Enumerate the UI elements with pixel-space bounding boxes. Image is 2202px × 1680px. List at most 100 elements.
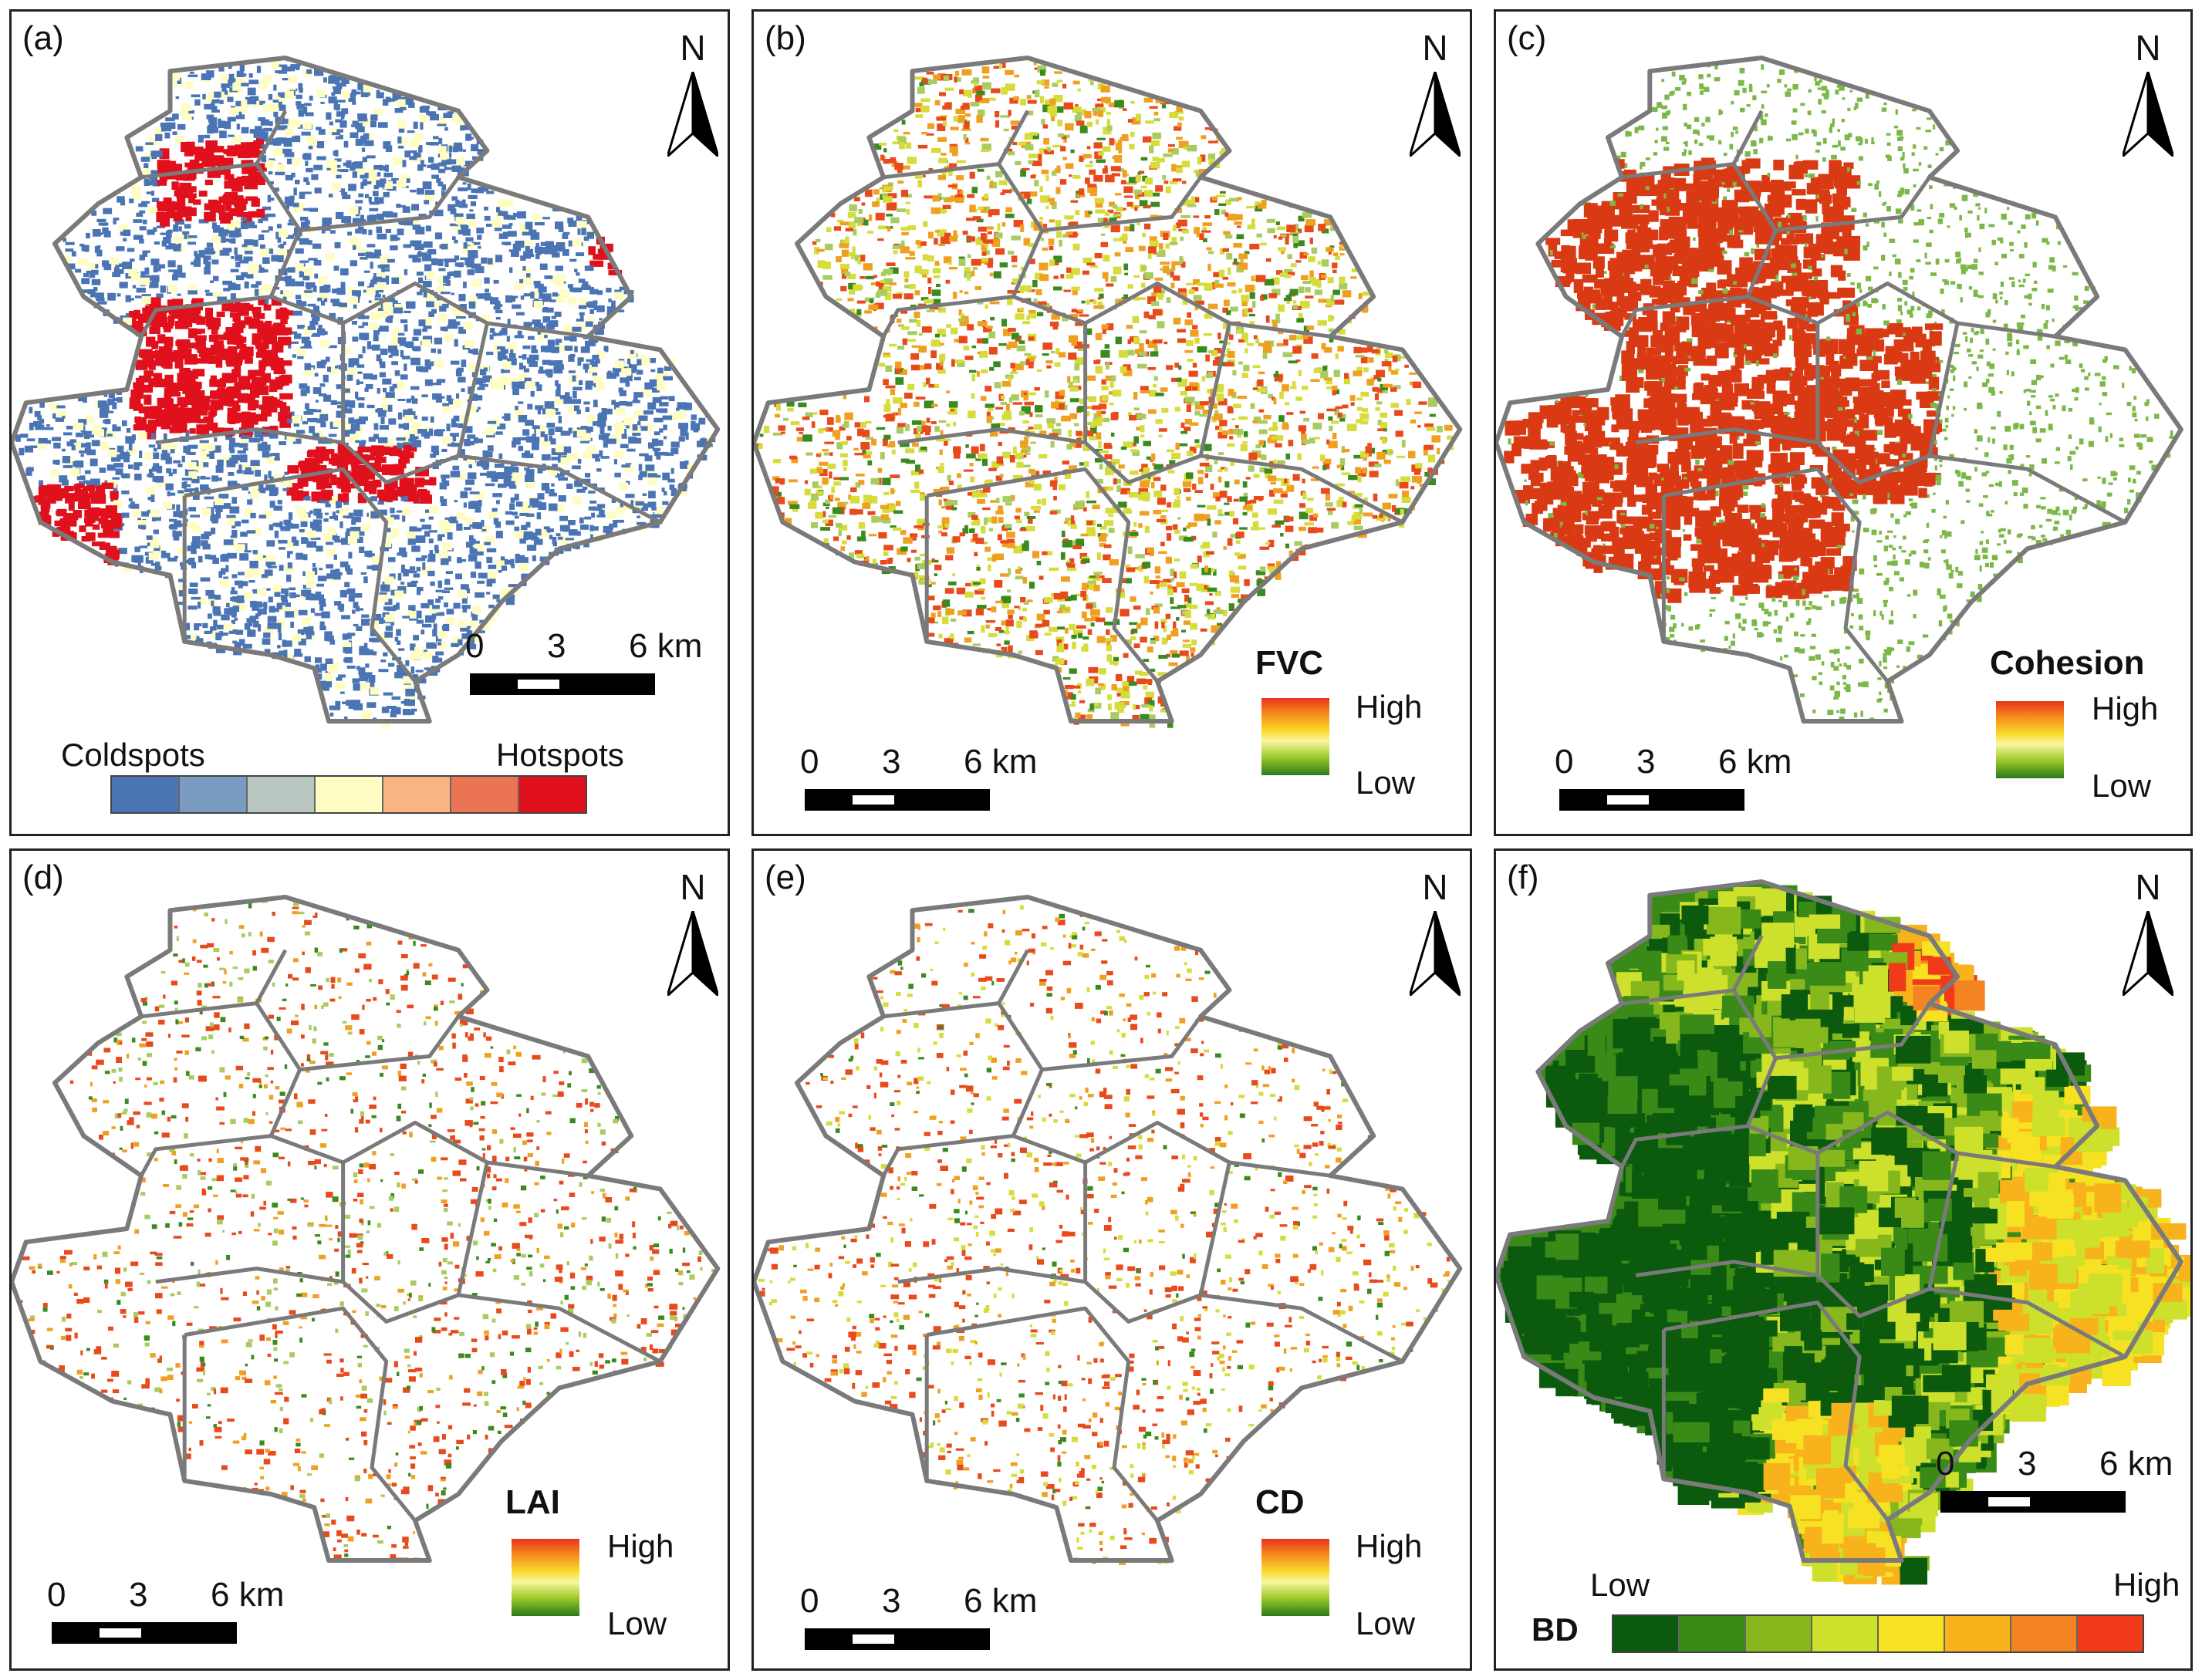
raster-cell — [977, 352, 981, 355]
raster-cell — [796, 437, 804, 442]
raster-cell — [282, 66, 292, 72]
raster-cell — [468, 250, 478, 255]
raster-cell — [244, 182, 258, 190]
raster-cell — [475, 189, 485, 194]
raster-cell — [278, 412, 286, 422]
raster-cell — [148, 444, 156, 448]
raster-cell — [197, 348, 204, 353]
raster-cell — [495, 300, 501, 309]
raster-cell — [235, 544, 245, 552]
raster-cell — [525, 453, 534, 458]
scale-tick-3: 3 — [547, 627, 566, 665]
raster-cell — [606, 438, 616, 444]
raster-cell — [400, 495, 408, 501]
raster-cell — [1218, 432, 1228, 439]
raster-cell — [388, 354, 393, 358]
raster-cell — [212, 317, 221, 327]
raster-cell — [578, 278, 586, 283]
raster-cell — [397, 552, 407, 556]
raster-cell — [572, 326, 582, 332]
raster-cell — [261, 373, 271, 383]
raster-cell — [128, 504, 139, 508]
raster-cell — [232, 315, 241, 322]
raster-cell — [647, 501, 657, 508]
raster-cell — [592, 421, 599, 426]
raster-cell — [151, 155, 157, 160]
raster-cell — [99, 410, 109, 418]
raster-cell — [264, 626, 274, 635]
raster-cell — [385, 145, 393, 152]
raster-cell — [415, 535, 426, 543]
raster-cell — [473, 503, 479, 509]
raster-cell — [231, 530, 238, 537]
raster-cell — [409, 526, 417, 532]
raster-cell — [1081, 111, 1087, 116]
raster-cell — [424, 194, 434, 202]
raster-cell — [505, 520, 515, 525]
raster-cell — [360, 676, 369, 681]
raster-cell — [353, 304, 357, 309]
raster-cell — [903, 537, 913, 544]
raster-cell — [1377, 420, 1383, 426]
raster-cell — [616, 507, 626, 515]
raster-cell — [293, 540, 299, 546]
raster-cell — [71, 251, 76, 257]
raster-cell — [304, 632, 314, 635]
raster-cell — [384, 631, 393, 638]
raster-cell — [340, 116, 345, 120]
raster-cell — [369, 283, 374, 288]
raster-cell — [305, 571, 315, 579]
raster-cell — [1106, 640, 1111, 646]
raster-cell — [120, 201, 126, 206]
raster-cell — [235, 201, 247, 211]
raster-cell — [268, 158, 275, 162]
raster-cell — [1328, 328, 1335, 332]
raster-cell — [300, 521, 308, 528]
raster-cell — [79, 525, 86, 532]
raster-cell — [416, 619, 424, 624]
raster-cell — [410, 605, 416, 611]
raster-cell — [253, 133, 260, 137]
raster-cell — [250, 96, 259, 101]
raster-cell — [380, 584, 390, 592]
raster-cell — [926, 417, 930, 423]
raster-cell — [252, 528, 262, 536]
raster-cell — [471, 279, 481, 287]
raster-cell — [272, 148, 282, 157]
raster-cell — [241, 519, 249, 524]
raster-cell — [250, 600, 257, 608]
raster-cell — [1020, 169, 1026, 177]
raster-cell — [848, 252, 856, 257]
raster-cell — [265, 349, 278, 357]
raster-cell — [511, 251, 519, 257]
raster-cell — [360, 713, 370, 721]
raster-cell — [1034, 89, 1040, 98]
raster-cell — [421, 623, 432, 628]
raster-cell — [901, 231, 909, 236]
raster-cell — [1072, 106, 1082, 113]
raster-cell — [1060, 274, 1065, 278]
raster-cell — [179, 182, 192, 194]
raster-cell — [218, 229, 228, 237]
raster-cell — [173, 224, 179, 232]
raster-cell — [1207, 587, 1218, 592]
raster-cell — [150, 494, 155, 502]
raster-cell — [221, 633, 228, 636]
raster-cell — [383, 302, 393, 310]
raster-cell — [631, 370, 636, 373]
raster-cell — [403, 676, 413, 684]
raster-cell — [133, 234, 144, 240]
raster-cell — [309, 207, 318, 212]
raster-cell — [103, 263, 112, 271]
raster-cell — [235, 233, 241, 238]
raster-cell — [328, 96, 337, 104]
raster-cell — [264, 137, 268, 142]
raster-cell — [234, 483, 240, 486]
raster-cell — [850, 487, 857, 493]
raster-cell — [268, 94, 273, 100]
raster-cell — [519, 278, 525, 284]
raster-cell — [239, 553, 249, 561]
raster-cell — [282, 639, 286, 647]
raster-cell — [652, 396, 662, 403]
raster-cell — [410, 567, 414, 571]
